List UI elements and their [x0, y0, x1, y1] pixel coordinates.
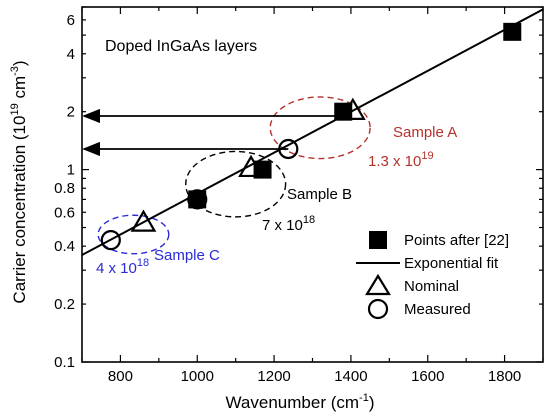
open-circle-point [187, 189, 208, 210]
legend-circle-icon [367, 298, 389, 320]
legend: Points after [22] Exponential fit Nominal M… [356, 231, 509, 320]
sample-label: Sample A [393, 124, 457, 141]
filled-square-point [188, 190, 207, 209]
sample-ellipse [185, 150, 287, 218]
sample-label: Sample C [154, 247, 220, 264]
y-axis-title: Carrier concentration (1019 cm-3) [9, 60, 29, 303]
legend-square-icon [369, 231, 387, 249]
sample-concentration: 7 x 1018 [262, 214, 315, 234]
sample-label: Sample B [287, 186, 352, 203]
open-triangle-point [130, 209, 157, 232]
y-tick-label: 0.1 [54, 354, 75, 371]
data-markers [100, 22, 522, 251]
x-tick-label: 800 [108, 368, 133, 385]
concentration-exponent: 19 [421, 150, 433, 162]
sample-concentration: 1.3 x 1019 [368, 150, 434, 170]
open-triangle-point [238, 154, 264, 178]
arrows [82, 108, 344, 157]
y-tick-label: 1 [67, 162, 75, 179]
open-circle-point [278, 138, 299, 160]
x-tick-label: 1400 [334, 368, 367, 385]
y-tick-label: 0.4 [54, 238, 75, 255]
sample-ellipse [97, 214, 170, 255]
concentration-base: 4 x 10 [96, 260, 137, 277]
concentration-exponent: 18 [303, 214, 315, 226]
filled-square-point [503, 22, 522, 41]
y-tick-label: 4 [67, 46, 75, 63]
y-tick-label: 0.8 [54, 180, 75, 197]
sample-concentration: 4 x 1018 [96, 257, 149, 277]
sample-ellipses [97, 96, 371, 255]
y-tick-label: 6 [67, 12, 75, 29]
open-circle-point [100, 230, 121, 251]
concentration-base: 7 x 10 [262, 217, 303, 234]
fit-line-group [81, 8, 544, 256]
legend-label: Measured [404, 301, 471, 318]
legend-label: Exponential fit [404, 255, 499, 272]
y-tick-label: 0.2 [54, 296, 75, 313]
legend-label: Nominal [404, 278, 459, 295]
exponential-fit-line [81, 8, 544, 256]
sample-ellipse [269, 96, 371, 160]
x-tick-label: 1200 [257, 368, 290, 385]
legend-triangle-icon [365, 273, 391, 296]
y-tick-label: 2 [67, 104, 75, 121]
plot-frame [81, 6, 544, 363]
y-tick-label: 0.6 [54, 204, 75, 221]
open-triangle-point [339, 97, 366, 120]
concentration-base: 1.3 x 10 [368, 153, 421, 170]
x-tick-label: 1600 [411, 368, 444, 385]
x-tick-label: 1000 [181, 368, 214, 385]
concentration-exponent: 18 [137, 257, 149, 269]
legend-label: Points after [22] [404, 232, 509, 249]
x-tick-label: 1800 [488, 368, 521, 385]
chart-title: Doped InGaAs layers [105, 38, 257, 55]
x-axis-title: Wavenumber (cm-1) [226, 392, 375, 412]
axes: 800 1000 1200 1400 1600 1800 0.1 0.2 0.4 0.6 0.81 2… [54, 6, 544, 385]
filled-square-point [253, 160, 272, 179]
